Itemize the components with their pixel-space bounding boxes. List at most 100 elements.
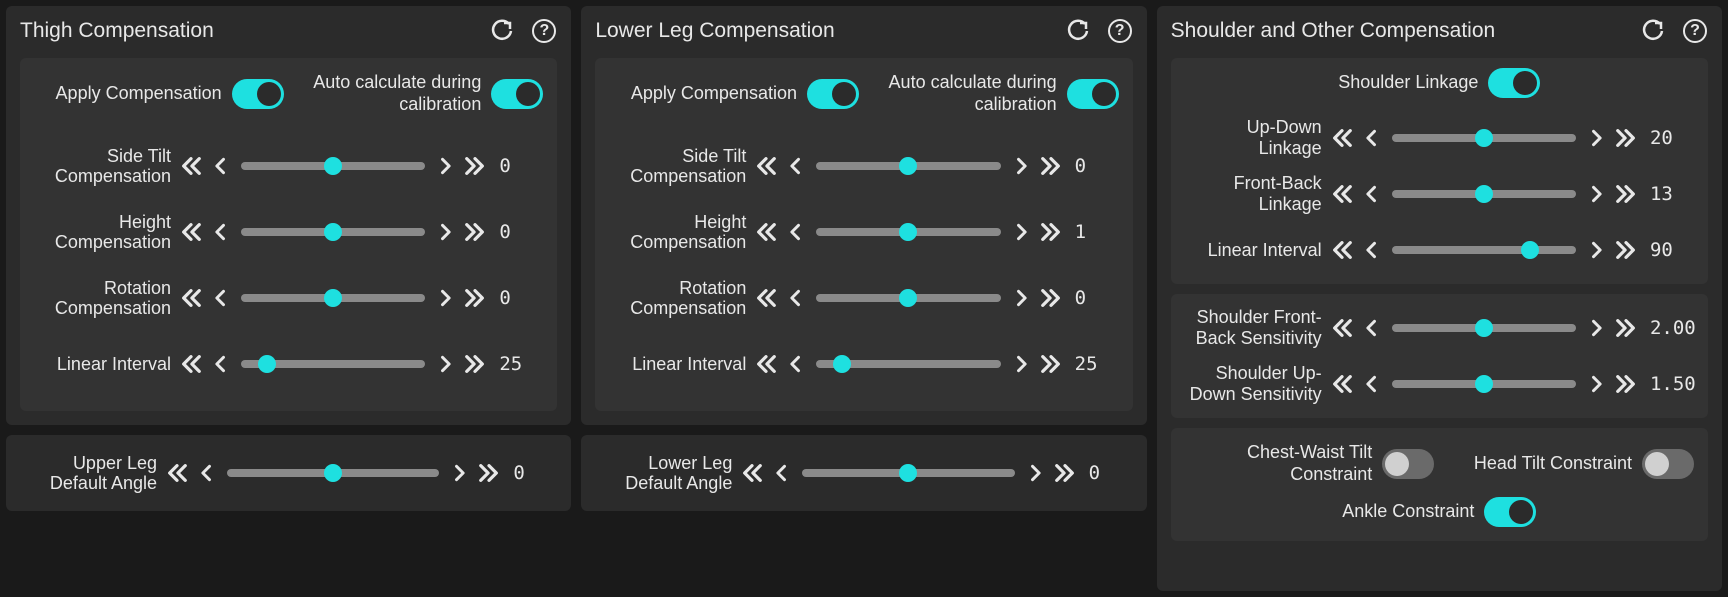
big-decrease-icon[interactable] <box>177 287 205 309</box>
slider-thumb[interactable] <box>324 464 342 482</box>
decrease-icon[interactable] <box>1362 239 1382 261</box>
slider-track[interactable] <box>1392 134 1576 142</box>
slider-thumb[interactable] <box>324 289 342 307</box>
auto-calc-toggle[interactable] <box>1067 79 1119 109</box>
big-decrease-icon[interactable] <box>1328 317 1356 339</box>
big-increase-icon[interactable] <box>1037 353 1065 375</box>
decrease-icon[interactable] <box>786 221 806 243</box>
decrease-icon[interactable] <box>786 155 806 177</box>
big-decrease-icon[interactable] <box>1328 239 1356 261</box>
auto-calc-toggle[interactable] <box>491 79 543 109</box>
reset-icon[interactable] <box>1065 18 1091 44</box>
big-increase-icon[interactable] <box>461 155 489 177</box>
increase-icon[interactable] <box>1586 317 1606 339</box>
slider-thumb[interactable] <box>1475 185 1493 203</box>
big-decrease-icon[interactable] <box>177 221 205 243</box>
slider-track[interactable] <box>227 469 439 477</box>
big-increase-icon[interactable] <box>1051 462 1079 484</box>
slider-track[interactable] <box>241 162 425 170</box>
slider-track[interactable] <box>241 360 425 368</box>
increase-icon[interactable] <box>1586 373 1606 395</box>
slider-thumb[interactable] <box>833 355 851 373</box>
increase-icon[interactable] <box>1025 462 1045 484</box>
big-increase-icon[interactable] <box>475 462 503 484</box>
decrease-icon[interactable] <box>211 353 231 375</box>
slider-track[interactable] <box>816 360 1000 368</box>
slider-track[interactable] <box>1392 324 1576 332</box>
slider-track[interactable] <box>1392 246 1576 254</box>
big-decrease-icon[interactable] <box>752 287 780 309</box>
help-icon[interactable]: ? <box>531 18 557 44</box>
increase-icon[interactable] <box>1011 287 1031 309</box>
big-decrease-icon[interactable] <box>752 221 780 243</box>
slider-track[interactable] <box>816 162 1000 170</box>
big-increase-icon[interactable] <box>461 221 489 243</box>
apply-comp-toggle[interactable] <box>232 79 284 109</box>
shoulder-linkage-toggle[interactable] <box>1488 68 1540 98</box>
increase-icon[interactable] <box>435 287 455 309</box>
slider-thumb[interactable] <box>899 289 917 307</box>
increase-icon[interactable] <box>435 353 455 375</box>
big-decrease-icon[interactable] <box>1328 183 1356 205</box>
big-decrease-icon[interactable] <box>1328 127 1356 149</box>
apply-comp-toggle[interactable] <box>807 79 859 109</box>
increase-icon[interactable] <box>1011 155 1031 177</box>
big-increase-icon[interactable] <box>1037 221 1065 243</box>
big-decrease-icon[interactable] <box>752 155 780 177</box>
big-increase-icon[interactable] <box>1037 287 1065 309</box>
increase-icon[interactable] <box>435 221 455 243</box>
slider-thumb[interactable] <box>899 223 917 241</box>
big-increase-icon[interactable] <box>1612 183 1640 205</box>
increase-icon[interactable] <box>1011 221 1031 243</box>
decrease-icon[interactable] <box>786 353 806 375</box>
decrease-icon[interactable] <box>211 287 231 309</box>
reset-icon[interactable] <box>489 18 515 44</box>
help-icon[interactable]: ? <box>1107 18 1133 44</box>
slider-thumb[interactable] <box>324 157 342 175</box>
big-increase-icon[interactable] <box>1037 155 1065 177</box>
slider-track[interactable] <box>241 294 425 302</box>
decrease-icon[interactable] <box>211 155 231 177</box>
slider-track[interactable] <box>241 228 425 236</box>
increase-icon[interactable] <box>449 462 469 484</box>
slider-track[interactable] <box>816 228 1000 236</box>
decrease-icon[interactable] <box>1362 373 1382 395</box>
increase-icon[interactable] <box>1586 239 1606 261</box>
big-decrease-icon[interactable] <box>1328 373 1356 395</box>
big-increase-icon[interactable] <box>1612 317 1640 339</box>
big-decrease-icon[interactable] <box>163 462 191 484</box>
big-increase-icon[interactable] <box>1612 373 1640 395</box>
increase-icon[interactable] <box>1011 353 1031 375</box>
ankle-constraint-toggle[interactable] <box>1484 497 1536 527</box>
slider-track[interactable] <box>802 469 1014 477</box>
increase-icon[interactable] <box>1586 183 1606 205</box>
chest-constraint-toggle[interactable] <box>1382 449 1434 479</box>
big-decrease-icon[interactable] <box>738 462 766 484</box>
decrease-icon[interactable] <box>1362 127 1382 149</box>
slider-track[interactable] <box>1392 190 1576 198</box>
decrease-icon[interactable] <box>211 221 231 243</box>
big-increase-icon[interactable] <box>461 353 489 375</box>
big-increase-icon[interactable] <box>461 287 489 309</box>
help-icon[interactable]: ? <box>1682 18 1708 44</box>
increase-icon[interactable] <box>1586 127 1606 149</box>
slider-thumb[interactable] <box>899 157 917 175</box>
big-increase-icon[interactable] <box>1612 239 1640 261</box>
slider-thumb[interactable] <box>1475 375 1493 393</box>
head-constraint-toggle[interactable] <box>1642 449 1694 479</box>
slider-track[interactable] <box>816 294 1000 302</box>
decrease-icon[interactable] <box>772 462 792 484</box>
reset-icon[interactable] <box>1640 18 1666 44</box>
slider-thumb[interactable] <box>899 464 917 482</box>
slider-thumb[interactable] <box>324 223 342 241</box>
big-decrease-icon[interactable] <box>177 353 205 375</box>
big-decrease-icon[interactable] <box>177 155 205 177</box>
decrease-icon[interactable] <box>1362 183 1382 205</box>
increase-icon[interactable] <box>435 155 455 177</box>
decrease-icon[interactable] <box>786 287 806 309</box>
decrease-icon[interactable] <box>197 462 217 484</box>
decrease-icon[interactable] <box>1362 317 1382 339</box>
slider-thumb[interactable] <box>1521 241 1539 259</box>
big-decrease-icon[interactable] <box>752 353 780 375</box>
slider-thumb[interactable] <box>1475 129 1493 147</box>
